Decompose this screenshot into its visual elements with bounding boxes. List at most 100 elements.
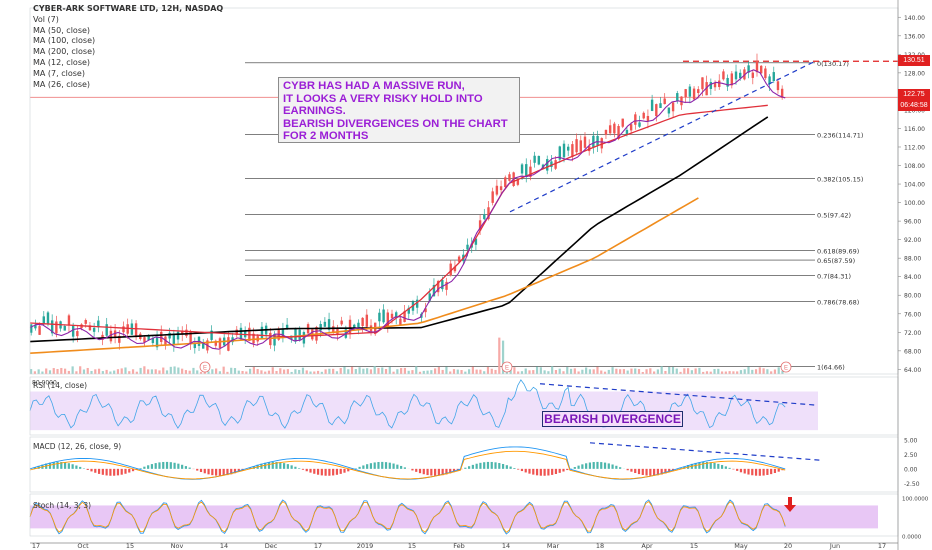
fib-label: 0.7(84.31) [817,272,851,280]
volume-bar [105,369,108,374]
macd-histogram-bar [479,462,482,469]
candle [285,324,289,329]
candle [768,76,771,85]
macd-histogram-bar [131,468,135,472]
macd-histogram-bar [339,468,342,474]
volume-bar [335,371,339,374]
candle [357,322,360,328]
volume-bar [339,368,342,374]
volume-bar [260,370,263,374]
macd-histogram-bar [588,462,592,469]
volume-bar [90,370,93,374]
macd-histogram-bar [437,468,440,476]
volume-bar [664,370,667,374]
macd-histogram-bar [452,468,456,473]
volume-bar [547,371,550,374]
candle [697,89,700,93]
volume-bar [535,366,539,374]
candle [210,330,213,340]
signal-line [29,450,786,480]
volume-bar [301,367,305,374]
volume-bar [275,371,278,374]
volume-bar [475,369,478,374]
candle [340,320,343,325]
annotation-line: BEARISH DIVERGENCES ON THE CHART [283,117,508,130]
volume-bar [600,370,603,374]
volume-bar [116,369,120,374]
macd-histogram-bar [222,468,225,476]
macd-histogram-bar [524,468,527,473]
volume-bar [683,368,686,374]
y-tick-label: 64.00 [904,367,921,374]
volume-bar [384,368,388,374]
volume-bar [63,368,67,374]
volume-bar [517,371,520,374]
legend: CYBER-ARK SOFTWARE LTD, 12H, NASDAQ Vol … [33,4,223,90]
candle [764,68,767,79]
volume-bar [743,369,746,374]
macd-histogram-bar [309,468,312,473]
candle [38,326,41,335]
x-tick-label: Nov [171,542,184,550]
candle [403,311,406,323]
macd-histogram-bar [207,468,210,475]
legend-item: MA (26, close) [33,79,91,89]
legend-title: CYBER-ARK SOFTWARE LTD, 12H, NASDAQ [33,4,224,13]
macd-histogram-bar [592,462,595,469]
volume-bar [747,366,750,374]
candle [332,326,335,333]
rsi-pane: 80.000060.000040.0000 [29,379,818,431]
volume-bar [732,371,735,374]
fib-label: 0.65(87.59) [817,257,855,265]
candle [189,331,192,345]
macd-histogram-bar [577,465,580,469]
macd-histogram-bar [517,468,520,470]
annotation-box[interactable]: CYBR HAS HAD A MASSIVE RUN, IT LOOKS A V… [278,77,520,143]
macd-line [29,446,786,480]
volume-bar [724,371,727,374]
earnings-marker-label: E [203,366,207,372]
x-tick-label: Feb [453,542,465,550]
candle [621,118,624,127]
macd-histogram-bar [347,468,350,472]
macd-histogram-bar [619,467,622,469]
macd-histogram-bar [388,462,391,469]
macd-histogram-bar [709,462,712,469]
volume-bar [494,369,497,374]
macd-histogram-bar [332,468,335,476]
volume-bar [762,368,765,374]
macd-histogram-bar [498,463,501,469]
earnings-marker [199,361,211,373]
earnings-marker-label: E [505,366,509,372]
volume-bar [777,367,780,374]
candle [88,325,92,331]
candle [50,320,54,334]
candle [676,93,679,102]
bearish-divergence-label[interactable]: BEARISH DIVERGENCE [542,411,683,427]
volume-bar [467,369,471,374]
macd-histogram-bar [634,468,637,474]
candle [155,337,159,348]
macd-histogram-bar [494,462,497,469]
volume-bar [388,366,391,374]
volume-bar [705,371,709,374]
price-pane: 0(130.17) 0.236(114.71) 0.382(105.15) 0.5(9… [29,53,898,374]
volume-bar [539,367,542,374]
candle [755,60,759,73]
candle [273,333,276,346]
stoch-pane: 100.0000 0.0000 [29,496,929,541]
volume-bar [770,371,773,374]
earnings-marker-label: E [784,366,788,372]
volume-bar [135,371,138,374]
candle [554,160,557,169]
x-tick-label: Dec [265,542,278,550]
volume-bar [751,369,754,374]
volume-bar [736,371,739,374]
macd-histogram-bar [286,464,289,469]
volume-bar [109,371,112,374]
macd-histogram-bar [766,468,769,475]
candle [525,164,528,176]
macd-histogram-bar [75,465,78,469]
stoch-tick-label: 100.0000 [902,496,929,502]
candle [692,88,696,100]
